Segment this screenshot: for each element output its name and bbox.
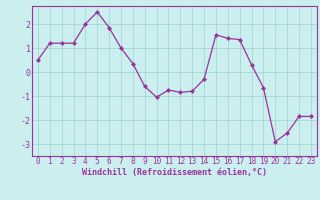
X-axis label: Windchill (Refroidissement éolien,°C): Windchill (Refroidissement éolien,°C) [82,168,267,177]
